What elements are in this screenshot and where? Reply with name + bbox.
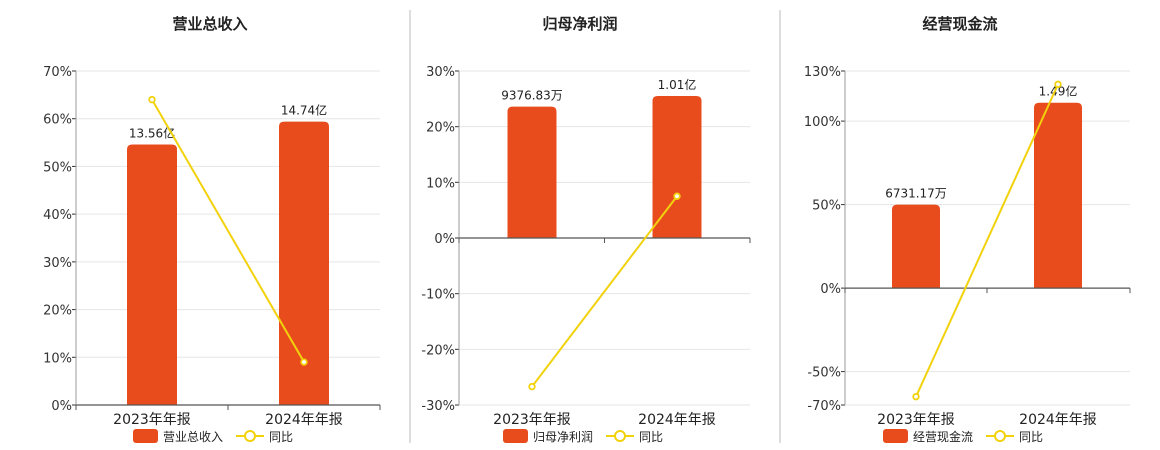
legend-line-label: 同比 <box>1019 430 1043 444</box>
yoy-point <box>1054 80 1062 89</box>
yoy-point <box>148 95 156 104</box>
y-tick-label: 0% <box>51 399 72 414</box>
x-tick-label: 2023年年报 <box>877 412 955 428</box>
chart-1: 营业总收入 0% 10% 20% 30% 40% 50% 60% 70% 13.56亿 14.74亿… <box>43 15 381 444</box>
yoy-line <box>531 195 678 388</box>
chart-title: 营业总收入 <box>172 15 247 33</box>
y-tick-label: 60% <box>43 113 72 128</box>
legend-line-marker <box>614 430 626 442</box>
yoy-point <box>300 358 308 366</box>
x-tick-label: 2023年年报 <box>493 412 571 428</box>
y-tick-label: 20% <box>426 121 455 136</box>
legend: 营业总收入 同比 <box>133 429 293 444</box>
bar <box>507 106 557 238</box>
bar <box>652 96 702 238</box>
yoy-line <box>915 83 1059 398</box>
y-tick-label: 70% <box>43 65 72 80</box>
y-tick-label: 10% <box>43 351 72 366</box>
yoy-point <box>912 392 920 401</box>
y-tick-label: 40% <box>43 208 72 223</box>
y-tick-label: 50% <box>43 160 72 175</box>
y-tick-label: 10% <box>426 176 455 191</box>
chart-title: 归母净利润 <box>542 15 617 33</box>
legend-line-label: 同比 <box>639 430 663 444</box>
legend-bar-swatch <box>133 429 158 443</box>
y-tick-label: 130% <box>804 65 841 80</box>
y-tick-label: -50% <box>807 366 841 381</box>
legend-line-marker <box>244 430 256 442</box>
bar-data-label: 9376.83万 <box>501 89 563 103</box>
bar-data-label: 13.56亿 <box>129 125 175 140</box>
bar-data-label: 1.01亿 <box>658 77 697 92</box>
chart-title: 经营现金流 <box>922 15 997 33</box>
y-tick-label: -10% <box>421 288 455 303</box>
y-tick-label: -20% <box>421 343 455 358</box>
legend: 经营现金流 同比 <box>883 429 1043 444</box>
bar <box>1034 102 1082 289</box>
x-tick-label: 2023年年报 <box>113 412 191 428</box>
legend-bar-swatch <box>883 429 908 443</box>
y-tick-label: 50% <box>812 199 841 214</box>
y-tick-label: 100% <box>804 115 841 130</box>
bar <box>892 204 940 289</box>
chart-3: 经营现金流 -70% -50% 0% 50% 100% 130% 6731.17万 1.49亿 2… <box>804 15 1131 444</box>
chart-2: 归母净利润 -30% -20% -10% 0% 10% 20% 30% 9376.83万 1.01… <box>421 15 751 444</box>
bar <box>127 144 177 406</box>
legend: 归母净利润 同比 <box>503 429 663 444</box>
legend-bar-label: 归母净利润 <box>533 430 593 444</box>
yoy-point <box>673 192 681 200</box>
y-tick-label: 0% <box>434 232 455 247</box>
y-tick-label: 30% <box>43 256 72 271</box>
bar-data-label: 1.49亿 <box>1039 84 1078 99</box>
legend-bar-label: 营业总收入 <box>163 430 223 444</box>
x-tick-label: 2024年年报 <box>638 412 716 428</box>
x-tick-label: 2024年年报 <box>265 412 343 428</box>
legend-line-marker <box>994 430 1006 442</box>
y-tick-label: -70% <box>807 399 841 414</box>
y-tick-label: 20% <box>43 304 72 319</box>
y-tick-label: -30% <box>421 399 455 414</box>
bar-data-label: 6731.17万 <box>885 187 947 201</box>
x-tick-label: 2024年年报 <box>1019 412 1097 428</box>
yoy-point <box>528 382 536 391</box>
legend-bar-swatch <box>503 429 528 443</box>
y-tick-label: 0% <box>820 282 841 297</box>
legend-bar-label: 经营现金流 <box>913 429 973 444</box>
bar-data-label: 14.74亿 <box>281 103 327 118</box>
legend-line-label: 同比 <box>269 430 293 444</box>
bar <box>279 121 329 405</box>
y-tick-label: 30% <box>426 65 455 80</box>
yoy-line <box>151 99 305 363</box>
